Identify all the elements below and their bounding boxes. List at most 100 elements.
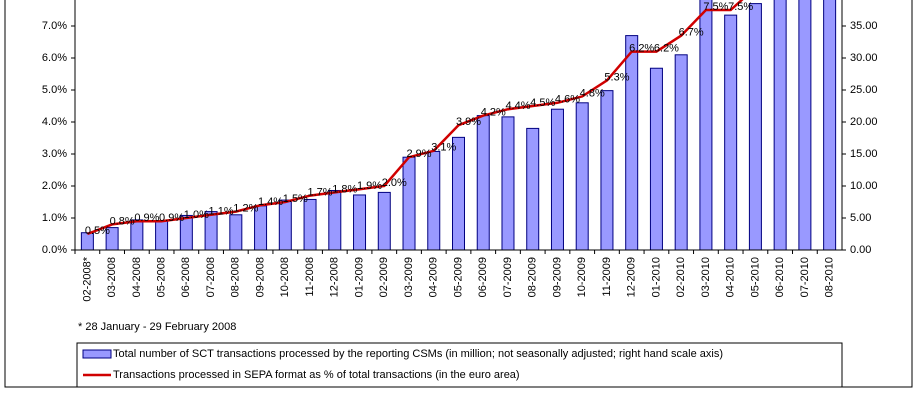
data-label: 3.1%: [431, 142, 456, 154]
x-tick-label: 03-2008: [106, 257, 118, 297]
line: [86, 0, 744, 236]
data-label: 7.5%: [703, 1, 728, 13]
y-tick-label: 1.0%: [42, 212, 67, 224]
data-label: 0.9%: [134, 212, 159, 224]
footnote: * 28 January - 29 February 2008: [78, 321, 236, 333]
y2-tick-label: 5.00: [850, 212, 871, 224]
x-tick-label: 05-2008: [156, 257, 168, 297]
data-label: 1.5%: [283, 193, 308, 205]
x-tick-label: 09-2009: [551, 257, 563, 297]
x-tick-label: 11-2008: [304, 257, 316, 297]
bar: [501, 116, 515, 250]
bar: [278, 199, 292, 250]
x-tick-label: 08-2010: [824, 257, 836, 297]
bar: [179, 214, 193, 250]
data-label: 6.2%: [629, 43, 654, 55]
data-label: 1.4%: [258, 196, 283, 208]
data-label: 4.8%: [580, 87, 605, 99]
x-tick-label: 06-2010: [774, 257, 786, 297]
x-tick-label: 01-2009: [353, 257, 365, 297]
x-tick-label: 07-2009: [502, 257, 514, 297]
bar: [649, 67, 663, 250]
data-label: 0.5%: [85, 225, 110, 237]
y2-tick-label: 15.00: [850, 148, 878, 160]
data-label: 3.9%: [456, 116, 481, 128]
data-label: 4.4%: [505, 100, 530, 112]
data-label: 6.2%: [654, 43, 679, 55]
bar: [155, 220, 169, 250]
bar: [823, 0, 837, 250]
y-tick-label: 3.0%: [42, 148, 67, 160]
x-tick-label: 05-2010: [749, 257, 761, 297]
x-tick-label: 10-2009: [576, 257, 588, 297]
x-tick-label: 07-2008: [205, 257, 217, 297]
y2-tick-label: 0.00: [850, 244, 871, 256]
data-label: 7.5%: [728, 1, 753, 13]
x-tick-label: 04-2009: [428, 257, 440, 297]
bar: [526, 127, 540, 250]
data-label: 4.2%: [481, 107, 506, 119]
data-label: 1.1%: [209, 206, 234, 218]
x-tick-label: 08-2008: [230, 257, 242, 297]
data-label: 1.9%: [357, 180, 382, 192]
legend-swatch: [82, 349, 112, 359]
y-tick-label: 4.0%: [42, 116, 67, 128]
bar: [600, 90, 614, 250]
x-tick-label: 05-2009: [452, 257, 464, 297]
bar: [575, 102, 589, 250]
x-tick-label: 11-2009: [601, 257, 613, 297]
legend-label: Transactions processed in SEPA format as…: [113, 369, 520, 381]
data-label: 4.5%: [530, 97, 555, 109]
bar: [724, 14, 738, 250]
bar: [353, 194, 367, 250]
bar: [476, 115, 490, 250]
x-tick-label: 02-2009: [378, 257, 390, 297]
y2-tick-label: 20.00: [850, 116, 878, 128]
x-tick-label: 12-2008: [329, 257, 341, 297]
bar: [699, 0, 713, 250]
bar: [625, 35, 639, 250]
y-tick-label: 2.0%: [42, 180, 67, 192]
x-tick-label: 04-2008: [131, 257, 143, 297]
x-tick-label: 08-2009: [527, 257, 539, 297]
y2-tick-label: 10.00: [850, 180, 878, 192]
legend-box: [76, 342, 843, 388]
bar: [229, 214, 243, 250]
bar: [377, 191, 391, 250]
y-tick-label: 0.0%: [42, 244, 67, 256]
x-tick-label: 04-2010: [725, 257, 737, 297]
bar: [798, 0, 812, 250]
bar: [105, 227, 119, 250]
data-label: 0.8%: [110, 215, 135, 227]
x-tick-label: 02-2008*: [81, 256, 93, 301]
bar: [550, 108, 564, 250]
x-tick-label: 06-2008: [180, 257, 192, 297]
bar: [452, 136, 465, 250]
x-tick-label: 06-2009: [477, 257, 489, 297]
x-tick-label: 09-2008: [254, 257, 266, 297]
data-label: 0.9%: [159, 212, 184, 224]
data-label: 1.0%: [184, 209, 209, 221]
data-label: 1.8%: [332, 183, 357, 195]
bar: [748, 3, 762, 250]
bar: [204, 211, 218, 250]
bar: [674, 54, 688, 250]
x-tick-label: 10-2008: [279, 257, 291, 297]
bar: [773, 0, 787, 250]
data-label: 6.7%: [679, 27, 704, 39]
data-label: 1.2%: [233, 203, 258, 215]
y2-tick-label: 30.00: [850, 52, 878, 64]
y-tick-label: 7.0%: [42, 20, 67, 32]
plot-area: [80, 0, 837, 250]
x-tick-label: 12-2009: [626, 257, 638, 297]
x-tick-label: 03-2010: [700, 257, 712, 297]
legend-label: Total number of SCT transactions process…: [113, 348, 723, 360]
data-label: 5.3%: [604, 71, 629, 83]
x-tick-label: 02-2010: [675, 257, 687, 297]
bar: [427, 150, 441, 250]
bar: [402, 156, 416, 250]
data-label: 1.7%: [308, 187, 333, 199]
x-tick-label: 07-2010: [799, 257, 811, 297]
